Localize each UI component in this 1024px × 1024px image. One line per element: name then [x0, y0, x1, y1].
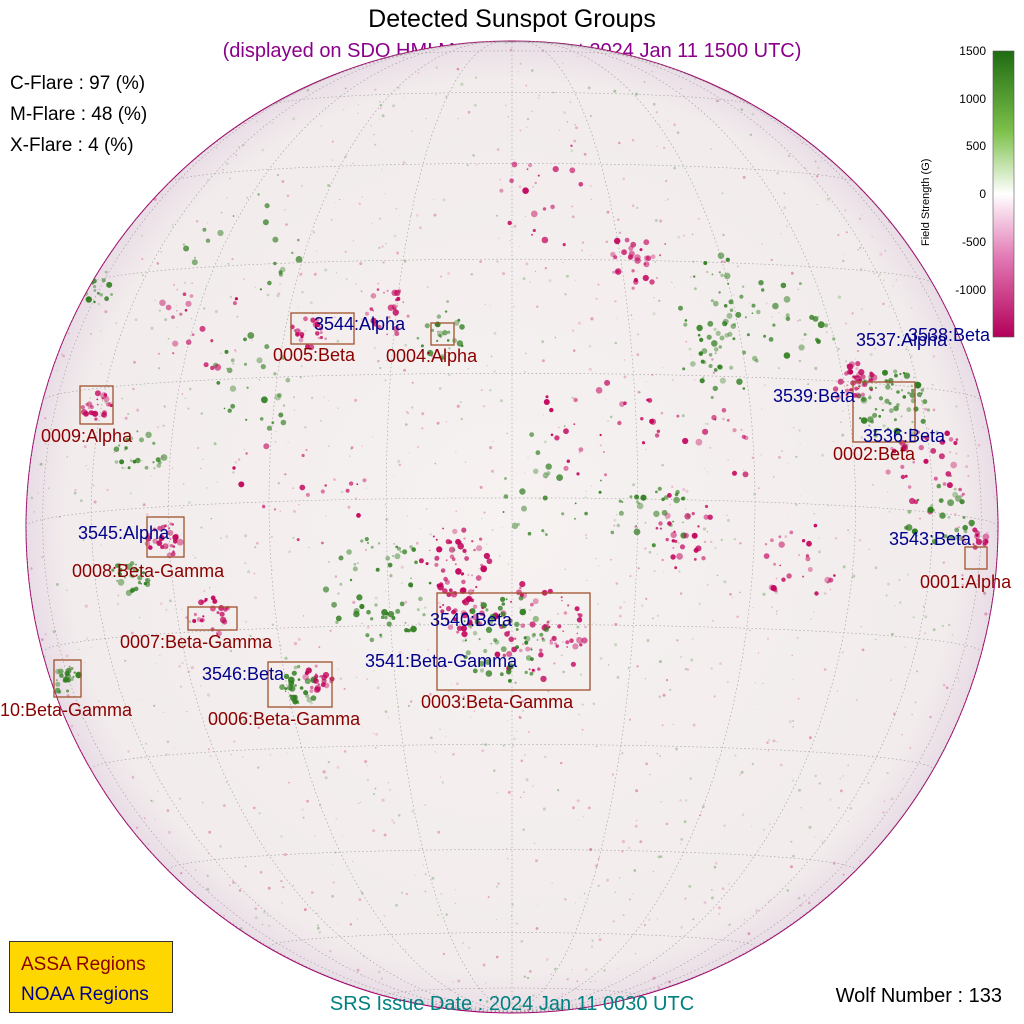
- region-boxes: [53, 312, 988, 708]
- noaa-region-label: 3541:Beta-Gamma: [365, 651, 518, 671]
- noaa-region-label: 3545:Alpha: [78, 523, 170, 543]
- assa-region-label: 0004:Alpha: [386, 346, 478, 366]
- magnetic-field-patches: [30, 41, 998, 1012]
- assa-region-label: 10:Beta-Gamma: [0, 700, 133, 720]
- noaa-region-label: 3537:Alpha: [856, 330, 948, 350]
- noaa-region-label: 3546:Beta: [202, 664, 285, 684]
- noaa-region-label: 3536:Beta: [863, 426, 946, 446]
- noaa-region-label: 3540:Beta: [430, 610, 513, 630]
- noaa-region-label: 3538:Beta: [908, 325, 991, 345]
- region-legend: ASSA Regions NOAA Regions: [9, 941, 173, 1013]
- assa-region-label: 0002:Beta: [833, 444, 916, 464]
- noaa-region-label: 3539:Beta: [773, 386, 856, 406]
- wolf-number: Wolf Number : 133: [835, 985, 1002, 1007]
- assa-region-label: 0001:Alpha: [920, 572, 1012, 592]
- assa-region-label: 0006:Beta-Gamma: [208, 709, 361, 729]
- colorbar: [992, 50, 1015, 338]
- colorbar-tick: -500: [961, 235, 986, 249]
- x-flare-probability: X-Flare : 4 (%): [10, 135, 134, 156]
- colorbar-title: Field Strength (G): [920, 158, 932, 246]
- heliographic-grid: [26, 41, 998, 1013]
- legend-noaa: NOAA Regions: [21, 984, 149, 1005]
- m-flare-probability: M-Flare : 48 (%): [10, 104, 148, 125]
- page-title: Detected Sunspot Groups: [368, 5, 656, 33]
- colorbar-tick: 0: [979, 187, 986, 201]
- srs-issue-date: SRS Issue Date : 2024 Jan 11 0030 UTC: [329, 993, 695, 1015]
- colorbar-tick: 500: [965, 139, 986, 153]
- assa-region-label: 0005:Beta: [273, 345, 356, 365]
- noaa-region-label: 3543:Beta: [889, 529, 972, 549]
- legend-assa: ASSA Regions: [21, 954, 146, 975]
- assa-region-label: 0008:Beta-Gamma: [72, 561, 225, 581]
- colorbar-tick: 1500: [959, 44, 986, 58]
- noaa-region-label: 3544:Alpha: [314, 314, 406, 334]
- colorbar-tick: 1000: [959, 92, 986, 106]
- assa-region-label: 0007:Beta-Gamma: [120, 632, 273, 652]
- assa-region-label: 0003:Beta-Gamma: [421, 692, 574, 712]
- assa-region-label: 0009:Alpha: [41, 426, 133, 446]
- c-flare-probability: C-Flare : 97 (%): [10, 73, 146, 94]
- colorbar-tick: -1000: [955, 283, 986, 297]
